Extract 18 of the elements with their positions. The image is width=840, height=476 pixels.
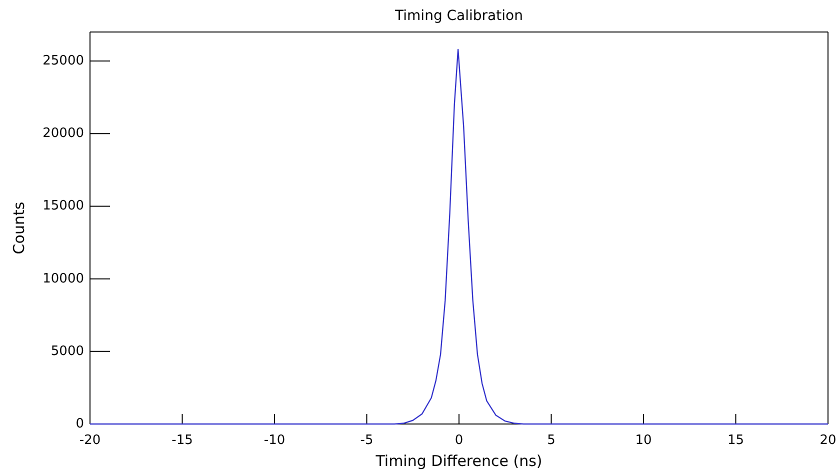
x-tick-label: -10 xyxy=(264,433,286,448)
y-axis-title: Counts xyxy=(10,202,28,254)
x-tick-label: 20 xyxy=(820,433,836,448)
y-tick-label: 20000 xyxy=(42,126,84,142)
x-axis-title: Timing Difference (ns) xyxy=(374,452,542,470)
y-tick-label: 25000 xyxy=(42,54,84,69)
x-tick-label: 15 xyxy=(727,433,744,448)
x-tick-label: 10 xyxy=(635,433,652,448)
y-tick-label: 15000 xyxy=(42,198,84,214)
y-tick-label: 0 xyxy=(76,416,84,432)
chart-title: Timing Calibration xyxy=(394,8,523,24)
y-tick-label: 5000 xyxy=(50,344,84,359)
x-tick-label: -20 xyxy=(79,433,101,448)
x-tick-label: -15 xyxy=(172,433,193,448)
x-tick-label: 0 xyxy=(454,433,464,448)
x-tick-label: -5 xyxy=(360,433,374,448)
y-tick-label: 10000 xyxy=(42,271,84,286)
x-tick-label: 5 xyxy=(547,433,556,448)
